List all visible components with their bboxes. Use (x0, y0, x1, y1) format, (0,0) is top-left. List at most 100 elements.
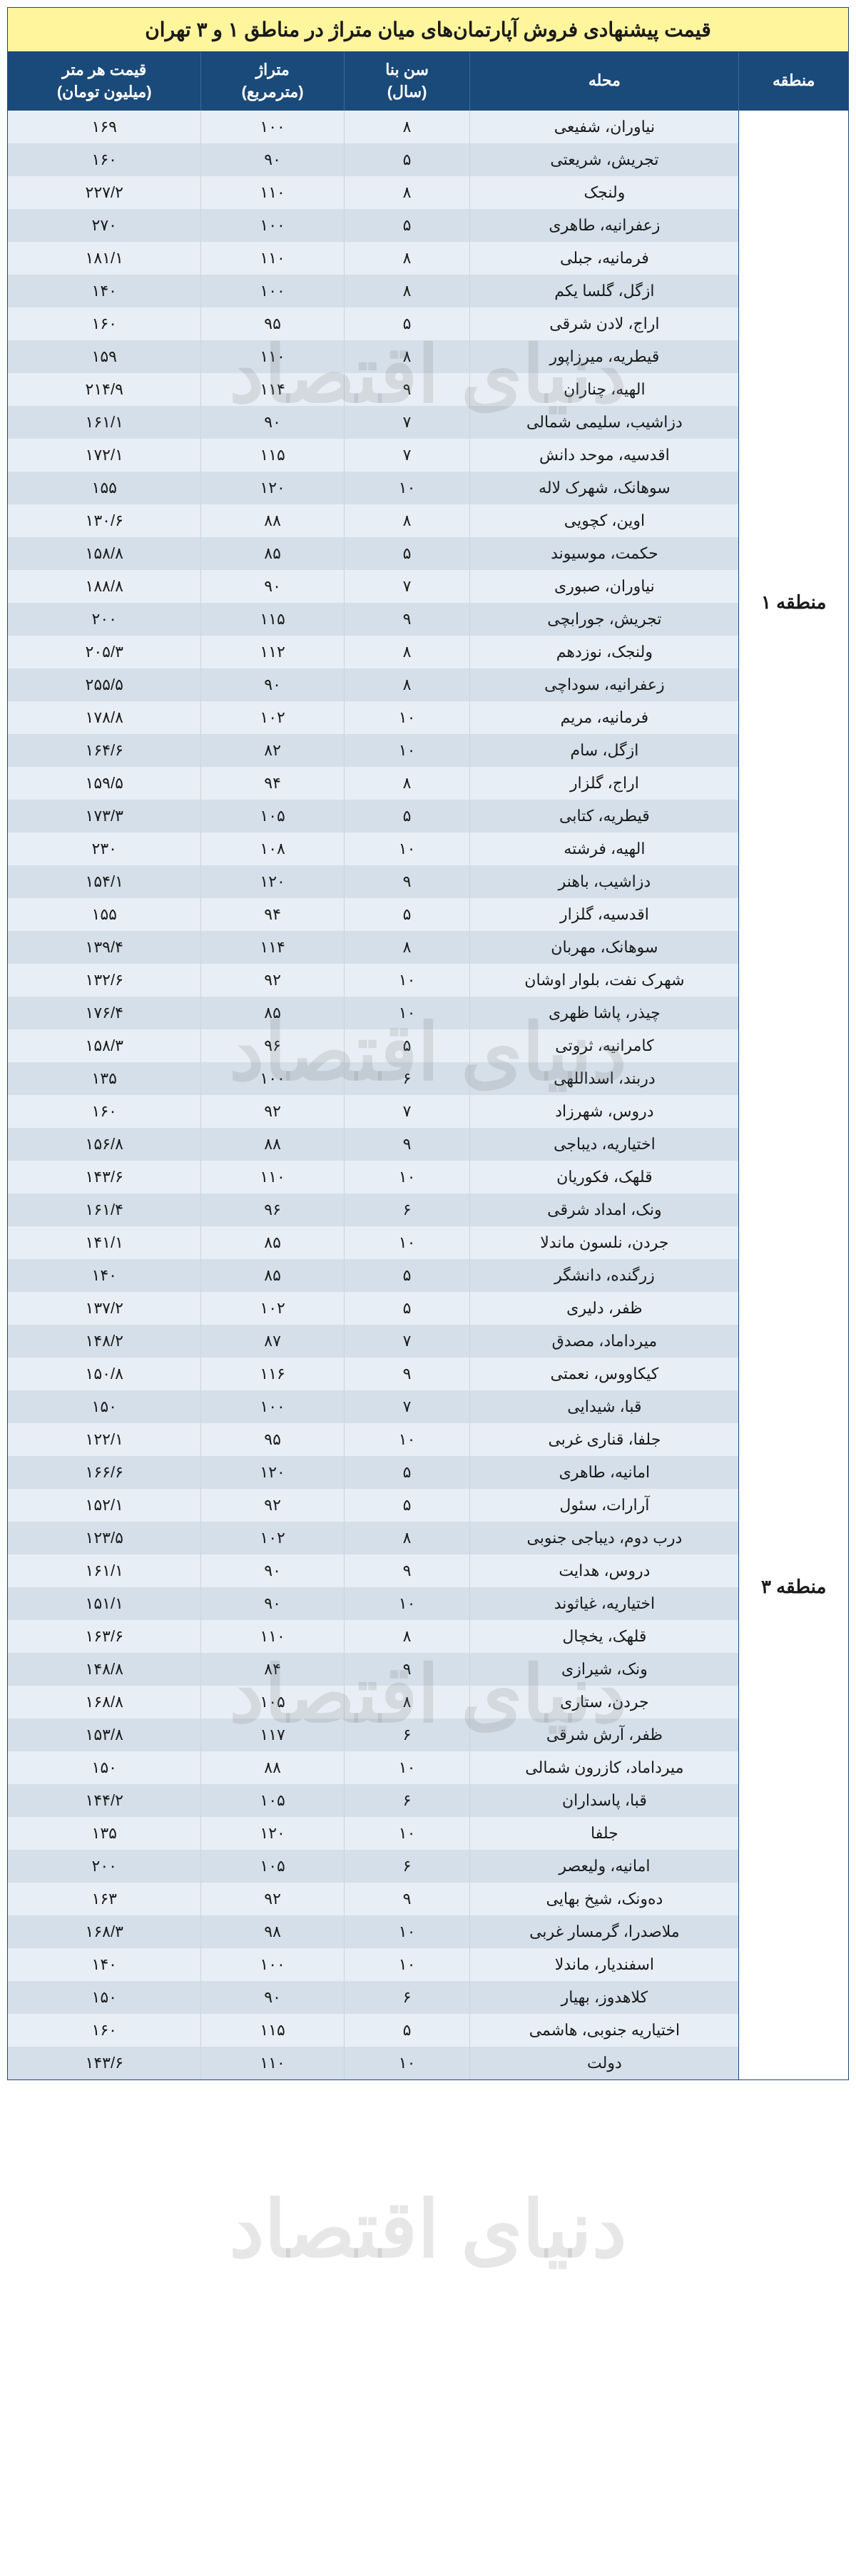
area-cell: ۹۴ (201, 767, 344, 800)
table-row: ونک، شیرازی۹۸۴۱۴۸/۸ (8, 1653, 848, 1686)
price-cell: ۲۳۰ (8, 833, 201, 865)
neighborhood-cell: ونک، شیرازی (470, 1653, 739, 1686)
table-row: جلفا۱۰۱۲۰۱۳۵ (8, 1817, 848, 1850)
price-cell: ۱۶۱/۴ (8, 1193, 201, 1226)
area-cell: ۱۱۲ (201, 636, 344, 668)
table-row: آرارات، سئول۵۹۲۱۵۲/۱ (8, 1489, 848, 1522)
price-cell: ۱۳۲/۶ (8, 964, 201, 997)
age-cell: ۶ (344, 1850, 470, 1883)
table-row: تجریش، جورابچی۹۱۱۵۲۰۰ (8, 603, 848, 636)
area-cell: ۹۴ (201, 898, 344, 931)
table-row: کلاهدوز، بهیار۶۹۰۱۵۰ (8, 1981, 848, 2014)
area-cell: ۱۱۵ (201, 603, 344, 636)
age-cell: ۵ (344, 1456, 470, 1489)
age-cell: ۸ (344, 504, 470, 537)
neighborhood-cell: جردن، نلسون ماندلا (470, 1226, 739, 1259)
price-cell: ۱۶۴/۶ (8, 734, 201, 767)
neighborhood-cell: قیطریه، کتابی (470, 800, 739, 833)
neighborhood-cell: دزاشیب، باهنر (470, 865, 739, 898)
area-cell: ۱۰۵ (201, 800, 344, 833)
neighborhood-cell: اقدسیه، گلزار (470, 898, 739, 931)
age-cell: ۹ (344, 373, 470, 406)
area-cell: ۱۰۲ (201, 1522, 344, 1554)
area-cell: ۹۶ (201, 1029, 344, 1062)
price-cell: ۱۳۵ (8, 1062, 201, 1095)
neighborhood-cell: الهیه، فرشته (470, 833, 739, 865)
area-cell: ۹۰ (201, 668, 344, 701)
area-cell: ۸۴ (201, 1653, 344, 1686)
price-cell: ۱۵۶/۸ (8, 1128, 201, 1161)
neighborhood-cell: درب دوم، دیباجی جنوبی (470, 1522, 739, 1554)
price-cell: ۱۶۸/۸ (8, 1686, 201, 1719)
age-cell: ۷ (344, 1095, 470, 1128)
table-row: فرمانیه، جبلی۸۱۱۰۱۸۱/۱ (8, 242, 848, 275)
age-cell: ۷ (344, 406, 470, 439)
price-cell: ۱۵۹ (8, 340, 201, 373)
age-cell: ۹ (344, 1554, 470, 1587)
table-row: ده‌ونک، شیخ بهایی۹۹۲۱۶۳ (8, 1883, 848, 1915)
table-row: ولنجک۸۱۱۰۲۲۷/۲ (8, 176, 848, 209)
price-cell: ۱۸۸/۸ (8, 570, 201, 603)
neighborhood-cell: کامرانیه، ثروتی (470, 1029, 739, 1062)
col-neighborhood: محله (470, 52, 739, 111)
age-cell: ۸ (344, 931, 470, 964)
age-cell: ۱۰ (344, 734, 470, 767)
price-cell: ۱۶۹ (8, 111, 201, 143)
neighborhood-cell: الهیه، چناران (470, 373, 739, 406)
neighborhood-cell: ظفر، دلیری (470, 1292, 739, 1325)
table-row: الهیه، فرشته۱۰۱۰۸۲۳۰ (8, 833, 848, 865)
area-cell: ۹۵ (201, 307, 344, 340)
area-cell: ۸۸ (201, 504, 344, 537)
price-cell: ۱۶۸/۳ (8, 1915, 201, 1948)
neighborhood-cell: تجریش، شریعتی (470, 143, 739, 176)
neighborhood-cell: زرگنده، دانشگر (470, 1259, 739, 1292)
price-cell: ۱۳۰/۶ (8, 504, 201, 537)
neighborhood-cell: ازگل، سام (470, 734, 739, 767)
neighborhood-cell: اقدسیه، موحد دانش (470, 439, 739, 472)
table-row: امانیه، طاهری۵۱۲۰۱۶۶/۶ (8, 1456, 848, 1489)
neighborhood-cell: ونک، امداد شرقی (470, 1193, 739, 1226)
table-row: دولت۱۰۱۱۰۱۴۳/۶ (8, 2047, 848, 2079)
age-cell: ۹ (344, 865, 470, 898)
neighborhood-cell: قلهک، فکوریان (470, 1161, 739, 1193)
area-cell: ۱۲۰ (201, 865, 344, 898)
area-cell: ۱۱۴ (201, 373, 344, 406)
area-cell: ۸۲ (201, 734, 344, 767)
age-cell: ۸ (344, 767, 470, 800)
table-row: زعفرانیه، طاهری۵۱۰۰۲۷۰ (8, 209, 848, 242)
price-cell: ۱۶۰ (8, 1095, 201, 1128)
age-cell: ۱۰ (344, 1161, 470, 1193)
neighborhood-cell: میرداماد، کازرون شمالی (470, 1751, 739, 1784)
price-cell: ۱۵۰ (8, 1390, 201, 1423)
neighborhood-cell: فرمانیه، جبلی (470, 242, 739, 275)
area-cell: ۸۵ (201, 1259, 344, 1292)
age-cell: ۸ (344, 1686, 470, 1719)
table-row: زرگنده، دانشگر۵۸۵۱۴۰ (8, 1259, 848, 1292)
area-cell: ۸۵ (201, 997, 344, 1029)
table-row: درب دوم، دیباجی جنوبی۸۱۰۲۱۲۳/۵ (8, 1522, 848, 1554)
price-cell: ۱۳۷/۲ (8, 1292, 201, 1325)
neighborhood-cell: امانیه، طاهری (470, 1456, 739, 1489)
table-row: تجریش، شریعتی۵۹۰۱۶۰ (8, 143, 848, 176)
col-area: متراژ(مترمربع) (201, 52, 344, 111)
table-row: دزاشیب، سلیمی شمالی۷۹۰۱۶۱/۱ (8, 406, 848, 439)
neighborhood-cell: اراج، گلزار (470, 767, 739, 800)
price-cell: ۱۵۹/۵ (8, 767, 201, 800)
price-cell: ۱۲۲/۱ (8, 1423, 201, 1456)
neighborhood-cell: اسفندیار، ماندلا (470, 1948, 739, 1981)
neighborhood-cell: ظفر، آرش شرقی (470, 1719, 739, 1751)
price-cell: ۱۵۵ (8, 472, 201, 504)
area-cell: ۱۰۸ (201, 833, 344, 865)
neighborhood-cell: جلفا، قناری غربی (470, 1423, 739, 1456)
price-cell: ۱۴۸/۸ (8, 1653, 201, 1686)
price-cell: ۱۲۳/۵ (8, 1522, 201, 1554)
price-cell: ۲۰۰ (8, 603, 201, 636)
table-row: منطقه ۳دروس، شهرزاد۷۹۲۱۶۰ (8, 1095, 848, 1128)
age-cell: ۷ (344, 1390, 470, 1423)
age-cell: ۵ (344, 1029, 470, 1062)
area-cell: ۹۰ (201, 1587, 344, 1620)
neighborhood-cell: دزاشیب، سلیمی شمالی (470, 406, 739, 439)
price-cell: ۱۶۱/۱ (8, 406, 201, 439)
age-cell: ۱۰ (344, 2047, 470, 2079)
table-row: سوهانک، مهربان۸۱۱۴۱۳۹/۴ (8, 931, 848, 964)
